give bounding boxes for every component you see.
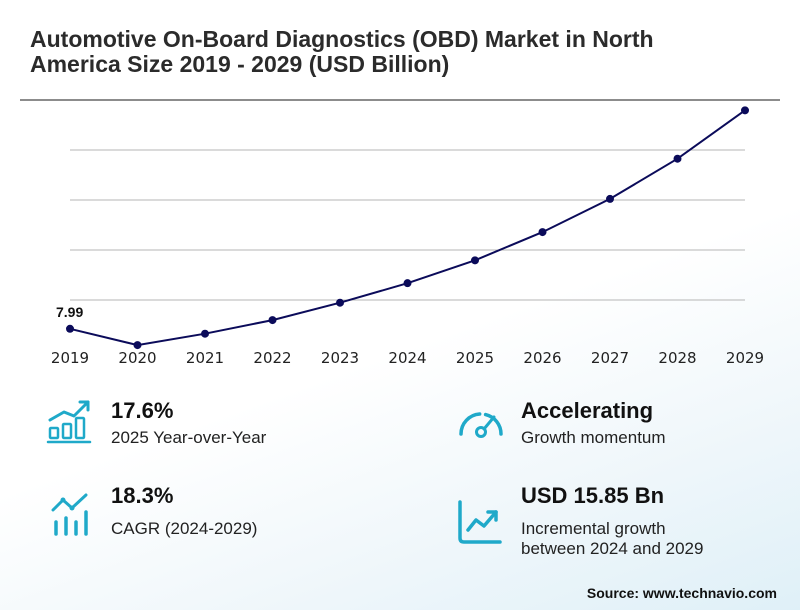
trend-bars-icon bbox=[50, 492, 94, 541]
x-tick-label-2022: 2022 bbox=[253, 349, 291, 367]
data-point-2027 bbox=[606, 194, 614, 203]
x-tick-label-2023: 2023 bbox=[321, 349, 359, 367]
data-point-2023 bbox=[336, 298, 344, 307]
data-point-2026 bbox=[538, 228, 547, 237]
kpi-incremental-value: USD 15.85 Bn bbox=[521, 483, 665, 508]
data-point-2029 bbox=[741, 106, 749, 115]
kpi-cagr-value: 18.3% bbox=[111, 483, 174, 508]
chart-up-icon bbox=[456, 498, 504, 551]
data-point-2024 bbox=[403, 279, 412, 288]
x-tick-label-2027: 2027 bbox=[591, 349, 629, 367]
source-credit: Source: www.technavio.com bbox=[586, 585, 777, 601]
kpi-cagr: 18.3% CAGR (2024-2029) bbox=[111, 483, 257, 539]
data-point-2022 bbox=[268, 316, 277, 325]
kpi-yoy: 17.6% 2025 Year-over-Year bbox=[111, 398, 266, 448]
line-chart: 7.99 2019 2020 2021 2022 2023 2024 2025 2026 202… bbox=[51, 106, 764, 367]
kpi-incremental-label-line1: Incremental growth bbox=[521, 519, 666, 538]
series-line bbox=[69, 109, 746, 347]
data-point-2019 bbox=[66, 324, 74, 333]
x-tick-label-2029: 2029 bbox=[726, 349, 764, 367]
x-tick-label-2025: 2025 bbox=[456, 349, 494, 367]
x-tick-label-2020: 2020 bbox=[118, 349, 156, 367]
kpi-cagr-label: CAGR (2024-2029) bbox=[111, 519, 258, 538]
data-point-2025 bbox=[471, 256, 479, 265]
kpi-incremental: USD 15.85 Bn Incremental growth between … bbox=[521, 483, 703, 559]
x-tick-label-2024: 2024 bbox=[388, 349, 426, 367]
data-point-2028 bbox=[673, 154, 682, 163]
kpi-momentum-value: Accelerating bbox=[521, 398, 654, 423]
kpi-yoy-value: 17.6% bbox=[111, 398, 174, 423]
chart-title: Automotive On-Board Diagnostics (OBD) Ma… bbox=[30, 26, 654, 77]
kpi-yoy-label: 2025 Year-over-Year bbox=[111, 428, 267, 447]
gauge-icon bbox=[456, 402, 506, 445]
x-tick-label-2019: 2019 bbox=[51, 349, 89, 367]
kpi-incremental-label-line2: between 2024 and 2029 bbox=[521, 539, 704, 558]
data-point-2021 bbox=[201, 329, 209, 338]
x-tick-label-2021: 2021 bbox=[186, 349, 224, 367]
title-divider bbox=[20, 99, 780, 101]
data-label-2019: 7.99 bbox=[56, 304, 83, 320]
x-tick-label-2028: 2028 bbox=[658, 349, 696, 367]
data-point-2020 bbox=[133, 341, 142, 350]
bar-growth-icon bbox=[46, 398, 94, 449]
x-tick-label-2026: 2026 bbox=[523, 349, 561, 367]
kpi-momentum-label: Growth momentum bbox=[521, 428, 666, 447]
kpi-momentum: Accelerating Growth momentum bbox=[521, 398, 666, 448]
